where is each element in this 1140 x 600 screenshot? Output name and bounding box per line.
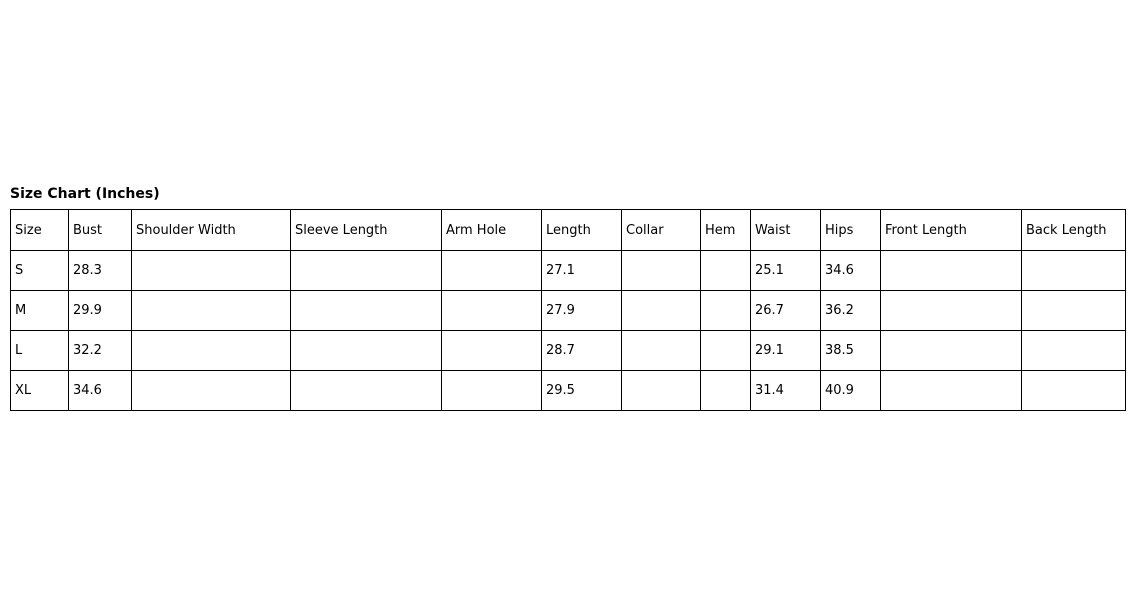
column-header-hem: Hem: [700, 209, 751, 251]
table-cell: [441, 250, 542, 291]
column-header-collar: Collar: [621, 209, 701, 251]
table-cell: 28.7: [541, 330, 622, 371]
table-cell: [131, 330, 291, 371]
table-cell: [621, 250, 701, 291]
column-header-waist: Waist: [750, 209, 821, 251]
table-cell: [621, 330, 701, 371]
table-cell: [441, 370, 542, 411]
table-cell: [700, 250, 751, 291]
table-cell: [700, 330, 751, 371]
column-header-bust: Bust: [68, 209, 132, 251]
table-cell: 29.5: [541, 370, 622, 411]
table-cell: 34.6: [68, 370, 132, 411]
column-header-back-length: Back Length: [1021, 209, 1126, 251]
table-cell: [441, 330, 542, 371]
table-row-m: M 29.9 27.9 26.7 36.2: [10, 290, 1126, 331]
table-cell: 25.1: [750, 250, 821, 291]
table-cell: [441, 290, 542, 331]
column-header-hips: Hips: [820, 209, 881, 251]
table-cell: [700, 370, 751, 411]
table-cell: 31.4: [750, 370, 821, 411]
table-cell: M: [10, 290, 69, 331]
table-cell: [621, 290, 701, 331]
table-cell: 27.9: [541, 290, 622, 331]
column-header-sleeve-length: Sleeve Length: [290, 209, 442, 251]
table-cell: [700, 290, 751, 331]
column-header-length: Length: [541, 209, 622, 251]
table-cell: [880, 330, 1022, 371]
table-cell: [880, 250, 1022, 291]
table-cell: [880, 370, 1022, 411]
size-chart-title: Size Chart (Inches): [10, 186, 160, 202]
table-cell: 28.3: [68, 250, 132, 291]
table-cell: [131, 250, 291, 291]
table-cell: [290, 250, 442, 291]
table-cell: [290, 290, 442, 331]
table-cell: 29.9: [68, 290, 132, 331]
table-cell: [131, 290, 291, 331]
column-header-arm-hole: Arm Hole: [441, 209, 542, 251]
table-cell: [1021, 250, 1126, 291]
column-header-size: Size: [10, 209, 69, 251]
table-cell: [1021, 370, 1126, 411]
table-cell: [290, 370, 442, 411]
table-cell: [621, 370, 701, 411]
table-cell: XL: [10, 370, 69, 411]
table-cell: 34.6: [820, 250, 881, 291]
table-cell: S: [10, 250, 69, 291]
table-cell: 26.7: [750, 290, 821, 331]
column-header-shoulder-width: Shoulder Width: [131, 209, 291, 251]
table-cell: 29.1: [750, 330, 821, 371]
size-chart-table: Size Bust Shoulder Width Sleeve Length A…: [10, 209, 1126, 411]
table-row-xl: XL 34.6 29.5 31.4 40.9: [10, 370, 1126, 411]
table-cell: L: [10, 330, 69, 371]
header-row: Size Bust Shoulder Width Sleeve Length A…: [10, 209, 1126, 251]
table-cell: [290, 330, 442, 371]
table-cell: [1021, 290, 1126, 331]
table-cell: 27.1: [541, 250, 622, 291]
column-header-front-length: Front Length: [880, 209, 1022, 251]
table-cell: [1021, 330, 1126, 371]
table-cell: 32.2: [68, 330, 132, 371]
table-row-l: L 32.2 28.7 29.1 38.5: [10, 330, 1126, 371]
table-row-s: S 28.3 27.1 25.1 34.6: [10, 250, 1126, 291]
table-cell: 36.2: [820, 290, 881, 331]
table-cell: [131, 370, 291, 411]
table-cell: 38.5: [820, 330, 881, 371]
table-cell: [880, 290, 1022, 331]
table-cell: 40.9: [820, 370, 881, 411]
